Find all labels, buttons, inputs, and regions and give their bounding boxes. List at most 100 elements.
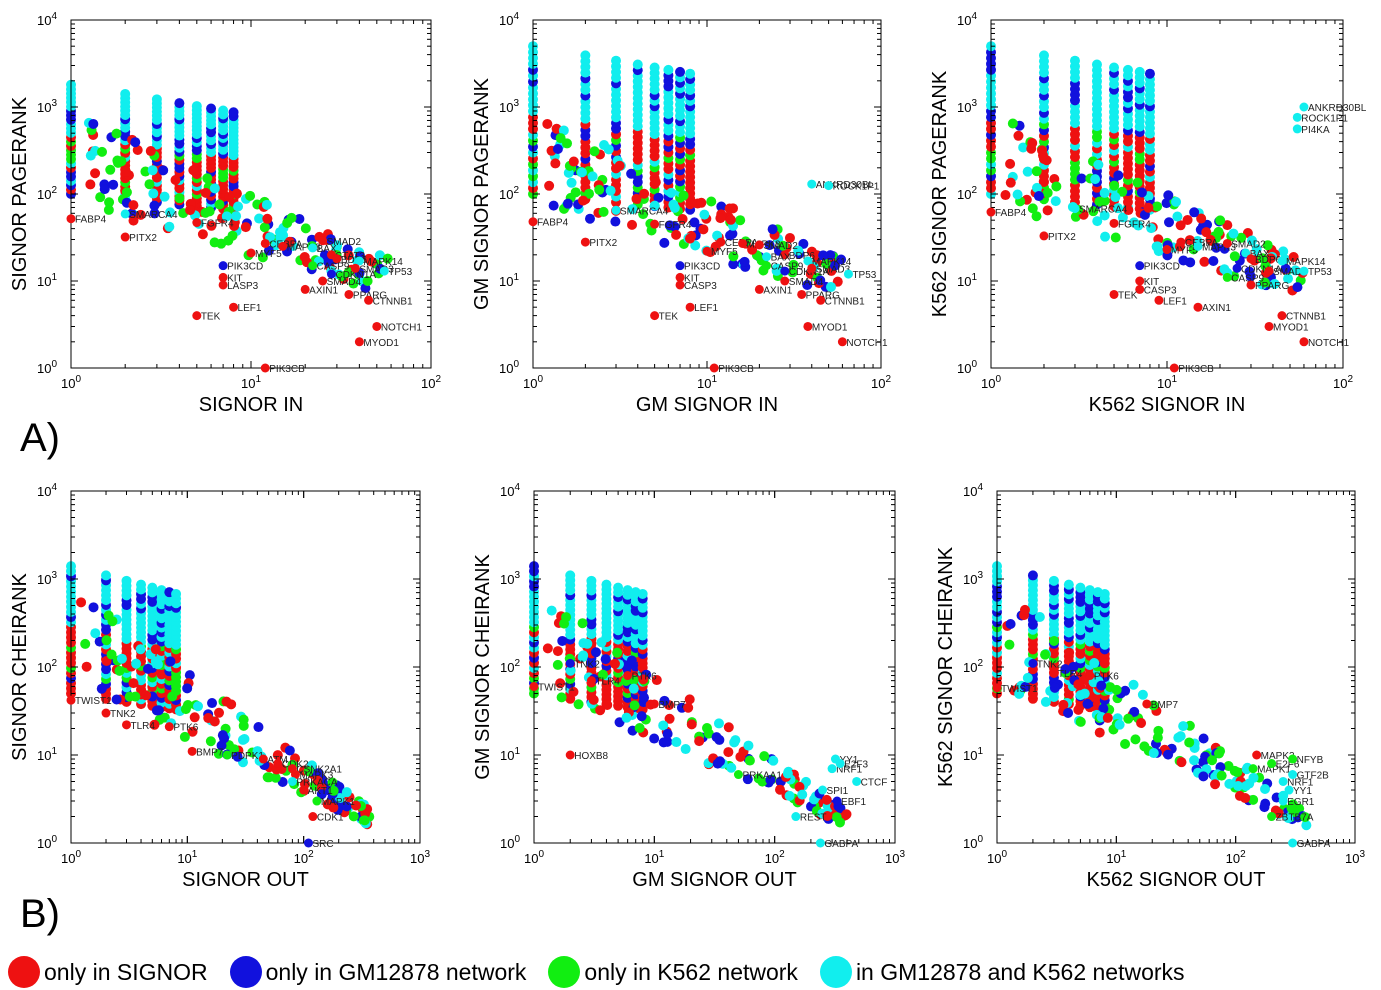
point-label: LEF1 <box>694 303 718 314</box>
data-point <box>556 692 567 703</box>
data-point <box>637 588 648 599</box>
data-point <box>605 185 616 196</box>
data-point <box>723 722 734 733</box>
x-tick-label: 100 <box>61 849 81 866</box>
data-point <box>200 187 211 198</box>
data-point <box>1005 158 1016 169</box>
point-label: PIK3CB <box>718 364 754 375</box>
data-point <box>1034 612 1045 623</box>
data-point <box>1143 202 1154 213</box>
data-point <box>218 105 229 116</box>
data-point <box>683 702 694 713</box>
data-point <box>612 647 623 658</box>
data-point <box>573 699 584 710</box>
axis-ticks <box>532 19 882 369</box>
data-point <box>232 751 243 762</box>
x-tick-label: 101 <box>241 374 261 391</box>
data-point <box>1193 302 1203 312</box>
point-label: NFYB <box>1297 755 1324 766</box>
data-point <box>1240 793 1251 804</box>
data-point <box>246 248 256 258</box>
point-cloud <box>986 41 1308 296</box>
point-label: FABP4 <box>537 218 569 229</box>
point-label: SMARCA4 <box>129 210 178 221</box>
data-point <box>300 284 310 294</box>
data-point <box>1100 231 1111 242</box>
data-point <box>1123 713 1134 724</box>
legend-item-signor: only in SIGNOR <box>8 956 208 988</box>
y-tick-label: 104 <box>499 11 519 28</box>
point-label: FABP4 <box>75 215 107 226</box>
data-point <box>696 197 707 208</box>
point-label: ZBTB7A <box>1276 813 1314 824</box>
data-point <box>114 665 125 676</box>
data-point <box>1264 266 1274 276</box>
data-point <box>807 263 817 273</box>
data-point <box>815 838 825 848</box>
x-tick-label: 101 <box>1106 849 1126 866</box>
data-point <box>290 770 300 780</box>
data-point <box>550 158 561 169</box>
x-tick-label: 100 <box>524 849 544 866</box>
data-point <box>1000 190 1011 201</box>
point-label: TEK <box>201 312 221 323</box>
data-point <box>1216 770 1227 781</box>
y-tick-label: 100 <box>963 834 983 851</box>
data-point <box>188 165 199 176</box>
y-tick-label: 103 <box>957 98 977 115</box>
data-point <box>1073 704 1084 715</box>
data-point <box>131 658 142 669</box>
data-point <box>649 62 660 73</box>
data-point <box>170 175 181 186</box>
data-point <box>318 276 328 286</box>
data-point <box>557 635 568 646</box>
y-tick-label: 103 <box>500 570 520 587</box>
data-point <box>1283 813 1294 824</box>
data-point <box>759 751 770 762</box>
data-point <box>240 222 251 233</box>
point-label: MAPK3 <box>1261 751 1295 762</box>
data-point <box>1132 177 1143 188</box>
data-point <box>1264 321 1274 331</box>
point-label: FABP4 <box>995 208 1027 219</box>
data-point <box>1290 265 1301 276</box>
data-point <box>1211 242 1222 253</box>
point-label: SMARCA4 <box>1079 205 1128 216</box>
point-label: GTF2B <box>1297 771 1330 782</box>
x-tick-label: 101 <box>177 849 197 866</box>
data-point <box>1022 166 1033 177</box>
data-point <box>156 585 167 596</box>
data-point <box>771 265 782 276</box>
data-point <box>986 207 996 217</box>
data-point <box>1144 68 1155 79</box>
data-point <box>76 597 87 608</box>
y-axis-label: SIGNOR CHEIRANK <box>9 573 31 761</box>
data-point <box>1027 570 1038 581</box>
point-label: LEF1 <box>1163 296 1187 307</box>
point-label: PRKACA <box>296 777 337 788</box>
data-point <box>1028 658 1038 668</box>
x-tick-label: 101 <box>1157 374 1177 391</box>
point-label: CDK1 <box>317 813 344 824</box>
data-point <box>1091 59 1102 70</box>
data-point <box>675 261 685 271</box>
data-point <box>602 699 613 710</box>
data-point <box>278 241 288 251</box>
data-point <box>762 252 772 262</box>
data-point <box>122 720 132 730</box>
data-point <box>765 775 776 786</box>
data-point <box>1175 220 1186 231</box>
point-label: CASP9 <box>317 262 350 273</box>
data-point <box>818 785 828 795</box>
data-point <box>142 663 153 674</box>
data-point <box>716 237 726 247</box>
data-point <box>841 809 852 820</box>
data-point <box>187 746 197 756</box>
point-label: PPARG <box>353 290 387 301</box>
data-point <box>622 585 633 596</box>
data-point <box>237 734 248 745</box>
data-point <box>852 776 862 786</box>
axis-ticks <box>533 490 896 844</box>
data-point <box>1110 192 1121 203</box>
